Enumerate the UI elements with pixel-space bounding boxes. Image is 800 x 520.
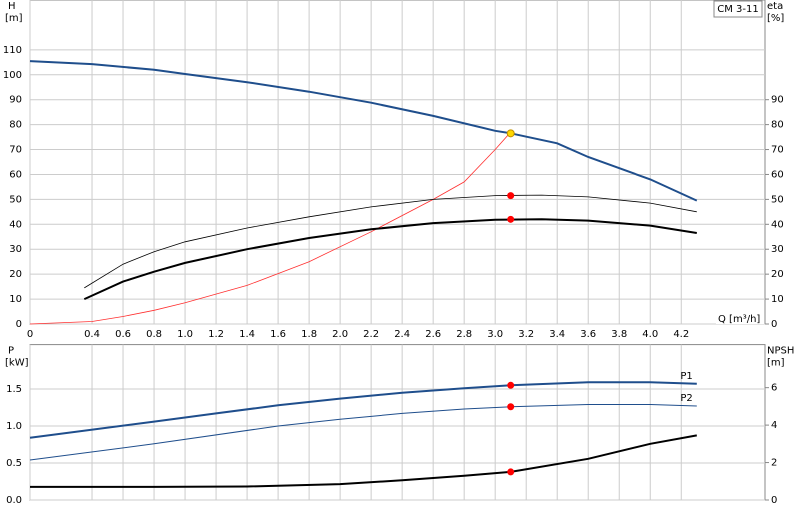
- series-line: [84, 194, 697, 289]
- y2-tick-label: 0: [771, 319, 777, 330]
- y-tick-label: 100: [3, 70, 22, 81]
- y-tick-label: 0.0: [6, 495, 22, 506]
- x-axis-label: Q [m³/h]: [718, 314, 760, 325]
- y-tick-label: 1.5: [6, 384, 22, 395]
- x-tick-label: 3.2: [518, 329, 534, 340]
- series-line: [29, 404, 697, 461]
- y2-tick-label: 80: [771, 120, 784, 131]
- y2-tick-label: 2: [771, 458, 777, 469]
- y2-tick-label: 6: [771, 383, 777, 394]
- x-tick-label: 4.2: [673, 329, 689, 340]
- y2-axis-unit: [m]: [767, 358, 785, 369]
- duty-point: [506, 129, 515, 138]
- series-label: P1: [680, 371, 692, 382]
- x-tick-label: 2.0: [332, 329, 348, 340]
- y-tick-label: 80: [9, 120, 22, 131]
- y2-tick-label: 10: [771, 294, 784, 305]
- x-tick-label: 1.8: [301, 329, 317, 340]
- duty-point: [507, 468, 515, 476]
- y-tick-label: 110: [3, 45, 22, 56]
- y2-tick-label: 30: [771, 244, 784, 255]
- y-tick-label: 0.5: [6, 458, 22, 469]
- x-tick-label: 1.0: [177, 329, 193, 340]
- y-tick-label: 70: [9, 145, 22, 156]
- x-tick-label: 2.8: [456, 329, 472, 340]
- y2-tick-label: 90: [771, 95, 784, 106]
- x-tick-label: 2.2: [363, 329, 379, 340]
- x-tick-label: 0.6: [115, 329, 131, 340]
- y-axis-unit: [kW]: [5, 358, 29, 369]
- x-tick-label: 2.6: [425, 329, 441, 340]
- series-line: [29, 381, 697, 439]
- y-tick-label: 30: [9, 244, 22, 255]
- x-tick-label: 1.2: [208, 329, 224, 340]
- y-axis-label: P: [8, 346, 14, 357]
- y-tick-label: 50: [9, 194, 22, 205]
- series-line: [29, 131, 511, 325]
- plot-frame: [29, 344, 766, 501]
- duty-point: [507, 215, 515, 223]
- x-tick-label: 0: [27, 329, 33, 340]
- series-line: [83, 218, 697, 301]
- x-tick-label: 0.4: [84, 329, 100, 340]
- y2-tick-label: 0: [771, 495, 777, 506]
- y2-axis-unit: [%]: [767, 13, 784, 24]
- duty-point: [507, 192, 515, 200]
- x-tick-label: 3.4: [549, 329, 565, 340]
- x-label-bg: [716, 312, 764, 324]
- duty-point: [507, 403, 515, 411]
- y-tick-label: 40: [9, 219, 22, 230]
- y-tick-label: 1.0: [6, 421, 22, 432]
- x-tick-label: 2.4: [394, 329, 410, 340]
- series-line: [30, 434, 697, 488]
- y2-axis-label: eta: [767, 1, 783, 12]
- y-tick-label: 90: [9, 95, 22, 106]
- x-tick-label: 4.0: [642, 329, 658, 340]
- y2-tick-label: 20: [771, 269, 784, 280]
- x-tick-label: 1.4: [239, 329, 255, 340]
- y-tick-label: 60: [9, 169, 22, 180]
- series-label: P2: [680, 393, 692, 404]
- x-tick-label: 3.8: [611, 329, 627, 340]
- x-tick-label: 1.6: [270, 329, 286, 340]
- y2-tick-label: 4: [771, 420, 777, 431]
- y-axis-label: H: [8, 1, 16, 12]
- y2-tick-label: 40: [771, 219, 784, 230]
- y-axis-unit: [m]: [5, 13, 23, 24]
- y2-tick-label: 60: [771, 169, 784, 180]
- series-line: [29, 60, 698, 202]
- y2-tick-label: 50: [771, 194, 784, 205]
- x-tick-label: 3.0: [487, 329, 503, 340]
- y-tick-label: 10: [9, 294, 22, 305]
- y-tick-label: 20: [9, 269, 22, 280]
- title-box: [713, 0, 763, 18]
- chart-title: CM 3-11: [717, 4, 758, 15]
- x-tick-label: 3.6: [580, 329, 596, 340]
- y2-tick-label: 70: [771, 145, 784, 156]
- y-tick-label: 0: [16, 319, 22, 330]
- y2-axis-label: NPSH: [767, 346, 794, 357]
- x-tick-label: 0.8: [146, 329, 162, 340]
- duty-point: [507, 381, 515, 389]
